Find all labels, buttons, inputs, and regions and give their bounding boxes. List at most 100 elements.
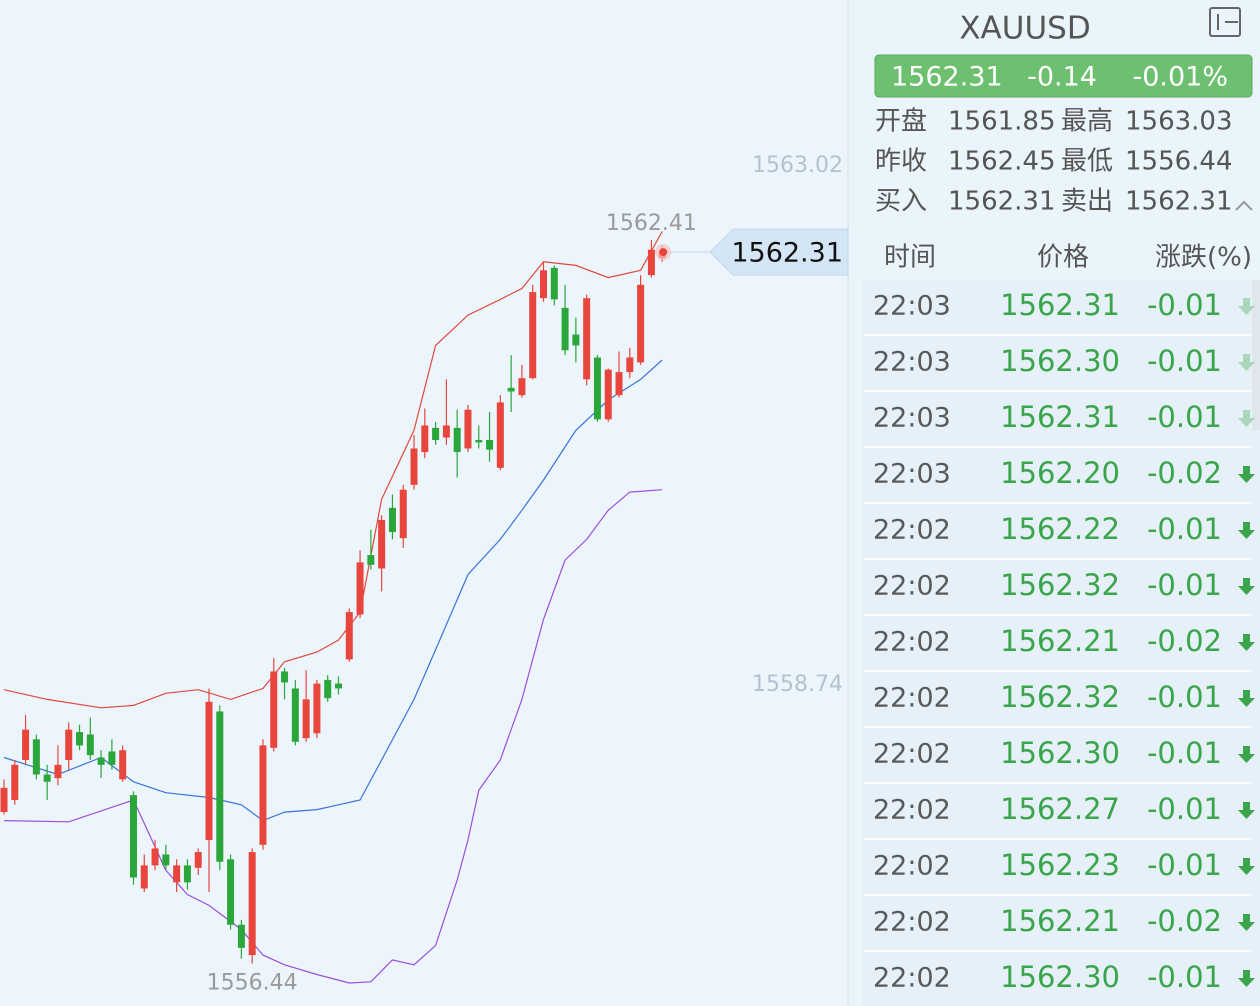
candle-body <box>76 732 84 746</box>
candle-body <box>97 757 105 765</box>
candle-body <box>475 439 483 443</box>
quote-change: -0.14 <box>1027 62 1097 93</box>
chart-bg <box>0 0 848 1006</box>
symbol: XAUUSD <box>959 11 1090 47</box>
tick-time: 22:02 <box>873 683 951 714</box>
candle-body <box>529 292 537 379</box>
tick-time: 22:02 <box>873 739 951 770</box>
tick-price: 1562.21 <box>1000 624 1120 658</box>
tick-price: 1562.31 <box>1000 288 1120 322</box>
candle-body <box>637 284 645 363</box>
candle-body <box>54 764 62 779</box>
scrollbar[interactable] <box>1252 280 1260 430</box>
down-arrow <box>1238 298 1255 315</box>
candle-body <box>248 852 256 956</box>
candle-body <box>410 448 418 485</box>
candle-body <box>593 357 601 420</box>
max-label: 1562.41 <box>606 211 697 236</box>
tick-price: 1562.23 <box>1000 848 1120 882</box>
tick-time: 22:03 <box>873 459 951 490</box>
candle-body <box>216 711 224 862</box>
header: 价格 <box>1037 243 1089 273</box>
candle-body <box>259 745 267 845</box>
tick-change: -0.01 <box>1147 848 1222 882</box>
stat-value: 1561.85 <box>948 107 1056 137</box>
header: 涨跌(%) <box>1155 243 1252 273</box>
stat-value: 1556.44 <box>1125 147 1233 177</box>
tick-time: 22:02 <box>873 795 951 826</box>
tick-price: 1562.31 <box>1000 400 1120 434</box>
tick-time: 22:03 <box>873 403 951 434</box>
menu-icon[interactable] <box>1209 7 1241 37</box>
down-arrow <box>1238 578 1255 595</box>
candle-body <box>550 267 558 300</box>
candle-body <box>604 369 612 420</box>
quote-price: 1562.31 <box>891 62 1003 93</box>
tick-time: 22:03 <box>873 291 951 322</box>
down-arrow <box>1238 914 1255 931</box>
candle-body <box>572 334 580 346</box>
quote-percent: -0.01% <box>1132 62 1228 93</box>
candle-body <box>183 865 191 883</box>
down-arrow <box>1238 522 1255 539</box>
candle-body <box>129 795 137 878</box>
candle-body <box>647 249 655 276</box>
candle-body <box>65 729 73 760</box>
down-arrow <box>1238 634 1255 651</box>
tick-price: 1562.27 <box>1000 792 1120 826</box>
stat-value: 1563.03 <box>1125 107 1233 137</box>
tick-price: 1562.22 <box>1000 512 1120 546</box>
tick-time: 22:02 <box>873 963 951 994</box>
tick-time: 22:02 <box>873 851 951 882</box>
tick-price: 1562.32 <box>1000 568 1120 602</box>
candle-body <box>108 751 116 765</box>
candle-body <box>496 402 504 468</box>
candle-body <box>561 307 569 351</box>
min-label: 1556.44 <box>207 971 298 996</box>
collapse-caret[interactable] <box>1235 200 1253 211</box>
candle-body <box>227 859 235 925</box>
candle-body <box>270 671 278 748</box>
tick-change: -0.01 <box>1147 736 1222 770</box>
icon-frame <box>1209 7 1241 37</box>
candle-body <box>324 679 332 699</box>
candle-body <box>151 848 159 866</box>
candle-body <box>464 409 472 449</box>
candle-body <box>140 865 148 889</box>
candle-body <box>43 774 51 782</box>
candle-body <box>32 739 40 775</box>
tick-price: 1562.30 <box>1000 344 1120 378</box>
tick-change: -0.02 <box>1147 904 1222 938</box>
stat-label: 买入 <box>875 187 927 217</box>
candle-body <box>173 865 181 883</box>
price-callout-text: 1562.31 <box>731 238 843 269</box>
candle-body <box>615 372 623 396</box>
tick-time: 22:02 <box>873 515 951 546</box>
candle-body <box>345 612 353 660</box>
down-arrow <box>1238 970 1255 987</box>
candle-body <box>486 439 494 450</box>
band-line <box>3 359 663 822</box>
tick-change: -0.01 <box>1147 400 1222 434</box>
last-price-dot <box>659 248 668 257</box>
tick-time: 22:02 <box>873 571 951 602</box>
candle-body <box>11 764 19 800</box>
candle-body <box>442 425 450 438</box>
candle-body <box>453 427 461 453</box>
candle-body <box>518 378 526 396</box>
stat-label: 开盘 <box>875 107 927 137</box>
down-arrow <box>1238 354 1255 371</box>
candle-body <box>22 729 30 760</box>
candle-body <box>281 671 289 683</box>
tick-change: -0.02 <box>1147 456 1222 490</box>
down-arrow <box>1238 858 1255 875</box>
candle-body <box>162 854 170 866</box>
candle-body <box>302 699 310 739</box>
stat-value: 1562.31 <box>948 187 1056 217</box>
y-tick-label: 1558.74 <box>752 672 843 697</box>
candle-body <box>507 387 515 392</box>
candle-body <box>367 555 375 565</box>
candle-body <box>313 683 321 734</box>
tick-time: 22:03 <box>873 347 951 378</box>
